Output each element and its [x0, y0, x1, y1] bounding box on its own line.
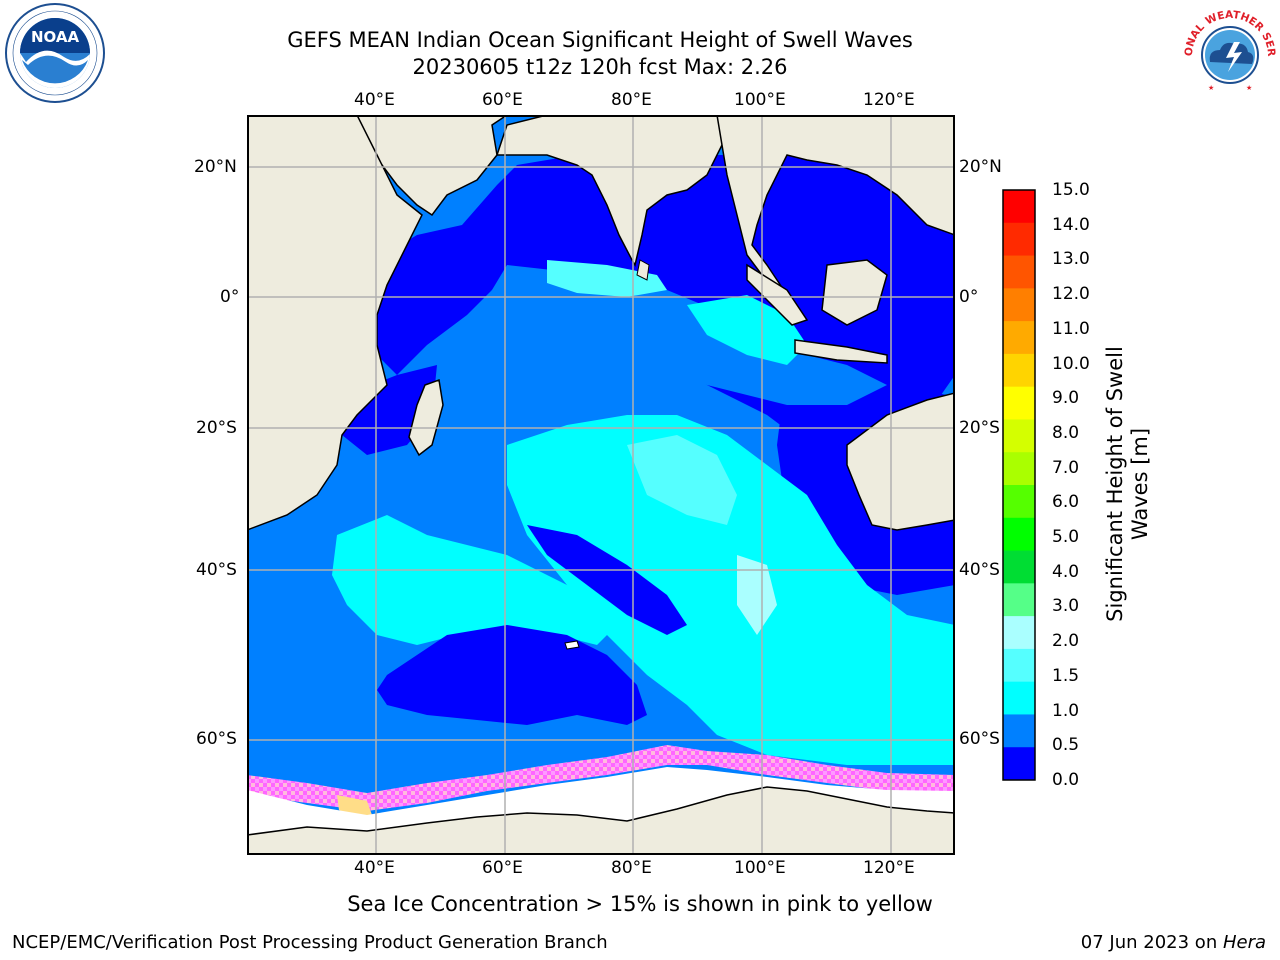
- colorbar-tick-label: 9.0: [1052, 388, 1080, 409]
- lat-tick-right-60s: 60°S: [959, 729, 1000, 749]
- colorbar-label-line1: Significant Height of Swell: [1103, 346, 1127, 622]
- map-frame: [247, 115, 955, 855]
- lat-tick-right-20n: 20°N: [959, 157, 1002, 177]
- chart-title: GEFS MEAN Indian Ocean Significant Heigh…: [287, 28, 913, 52]
- colorbar-tick-label: 15.0: [1052, 180, 1090, 200]
- colorbar-bin: [1003, 353, 1035, 388]
- sea-ice-caption: Sea Ice Concentration > 15% is shown in …: [347, 892, 933, 916]
- land-borneo: [821, 259, 888, 326]
- colorbar-bin: [1003, 386, 1035, 420]
- colorbar-tick-label: 1.0: [1052, 700, 1080, 721]
- land-kerguelen: [564, 640, 580, 650]
- lon-tick-bottom-40e: 40°E: [354, 858, 395, 878]
- colorbar-tick-label: 6.0: [1052, 492, 1080, 513]
- colorbar-bin: [1003, 190, 1035, 224]
- footer-date-text: 07 Jun 2023 on: [1080, 932, 1223, 953]
- cyan-southern-ocean-band: [507, 415, 955, 765]
- colorbar-bin: [1003, 255, 1035, 289]
- colorbar-bin: [1003, 419, 1035, 453]
- colorbar-tick-label: 4.0: [1052, 561, 1080, 582]
- lon-tick-bottom-100e: 100°E: [734, 858, 786, 878]
- colorbar-tick-label: 10.0: [1052, 353, 1090, 374]
- colorbar-tick-label: 5.0: [1052, 527, 1080, 548]
- colorbar-frame: [1002, 189, 1036, 781]
- colorbar-label: Significant Height of Swell Waves [m]: [1103, 284, 1157, 684]
- lat-tick-right-20s: 20°S: [959, 418, 1000, 438]
- lat-tick-left-20n: 20°N: [194, 157, 237, 177]
- colorbar-bin: [1003, 714, 1035, 748]
- colorbar-tick-label: 3.0: [1052, 596, 1080, 617]
- svg-text:★: ★: [1246, 84, 1252, 92]
- land-antarctica: [247, 786, 955, 855]
- colorbar: [1002, 189, 1036, 781]
- colorbar-tick-label: 13.0: [1052, 249, 1090, 270]
- map-panel: [247, 115, 955, 855]
- colorbar-bin: [1003, 222, 1035, 257]
- colorbar-tick-label: 2.0: [1052, 631, 1080, 652]
- land-africa: [247, 115, 423, 531]
- noaa-logo-icon: NOAA: [4, 2, 106, 104]
- lat-tick-right-40s: 40°S: [959, 560, 1000, 580]
- footer-machine: Hera: [1222, 932, 1266, 953]
- land-sri-lanka: [636, 259, 650, 281]
- colorbar-tick-label: 8.0: [1052, 422, 1080, 443]
- lat-tick-left-40s: 40°S: [196, 560, 237, 580]
- lon-tick-top-100e: 100°E: [734, 90, 786, 110]
- colorbar-bin: [1003, 517, 1035, 552]
- colorbar-bin: [1003, 550, 1035, 584]
- colorbar-tick-label: 11.0: [1052, 318, 1090, 339]
- colorbar-bin: [1003, 583, 1035, 617]
- lat-tick-left-0: 0°: [220, 287, 240, 307]
- national-weather-service-logo-icon: NATIONAL WEATHER SERVICE ★ ★: [1180, 0, 1280, 100]
- lat-tick-left-20s: 20°S: [196, 418, 237, 438]
- lon-tick-top-60e: 60°E: [482, 90, 523, 110]
- colorbar-tick-label: 12.0: [1052, 284, 1090, 305]
- colorbar-tick-label: 0.0: [1052, 770, 1080, 790]
- noaa-logo-text: NOAA: [31, 28, 80, 46]
- sea-ice-edge: [247, 745, 955, 811]
- colorbar-bin: [1003, 485, 1035, 519]
- lon-tick-top-80e: 80°E: [611, 90, 652, 110]
- cyan-equatorial-patch: [547, 260, 667, 297]
- lon-tick-top-120e: 120°E: [863, 90, 915, 110]
- footer-credit: NCEP/EMC/Verification Post Processing Pr…: [12, 932, 608, 953]
- lat-tick-left-60s: 60°S: [196, 729, 237, 749]
- lat-tick-right-0: 0°: [959, 287, 979, 307]
- colorbar-bin: [1003, 321, 1035, 355]
- colorbar-bin: [1003, 648, 1035, 683]
- low-swell-southern-ocean: [377, 625, 647, 725]
- lon-tick-bottom-120e: 120°E: [863, 858, 915, 878]
- colorbar-bin: [1003, 616, 1035, 650]
- land-madagascar: [408, 378, 444, 457]
- colorbar-bin: [1003, 288, 1035, 322]
- colorbar-bin: [1003, 452, 1035, 486]
- colorbar-bin: [1003, 681, 1035, 715]
- colorbar-label-line2: Waves [m]: [1128, 427, 1152, 541]
- land-java: [794, 339, 888, 364]
- land-southeast-asia: [716, 115, 955, 307]
- land-india: [495, 115, 728, 267]
- footer-date: 07 Jun 2023 on Hera: [1081, 932, 1266, 954]
- colorbar-bin: [1003, 747, 1035, 781]
- colorbar-tick-label: 14.0: [1052, 214, 1090, 235]
- lon-tick-bottom-60e: 60°E: [482, 858, 523, 878]
- colorbar-tick-label: 1.5: [1052, 665, 1080, 686]
- svg-text:★: ★: [1208, 84, 1214, 92]
- colorbar-tick-label: 7.0: [1052, 457, 1080, 478]
- map-gridlines: [247, 115, 955, 855]
- lon-tick-top-40e: 40°E: [354, 90, 395, 110]
- chart-subtitle: 20230605 t12z 120h fcst Max: 2.26: [412, 55, 788, 79]
- lon-tick-bottom-80e: 80°E: [611, 858, 652, 878]
- colorbar-tick-label: 0.5: [1052, 735, 1080, 756]
